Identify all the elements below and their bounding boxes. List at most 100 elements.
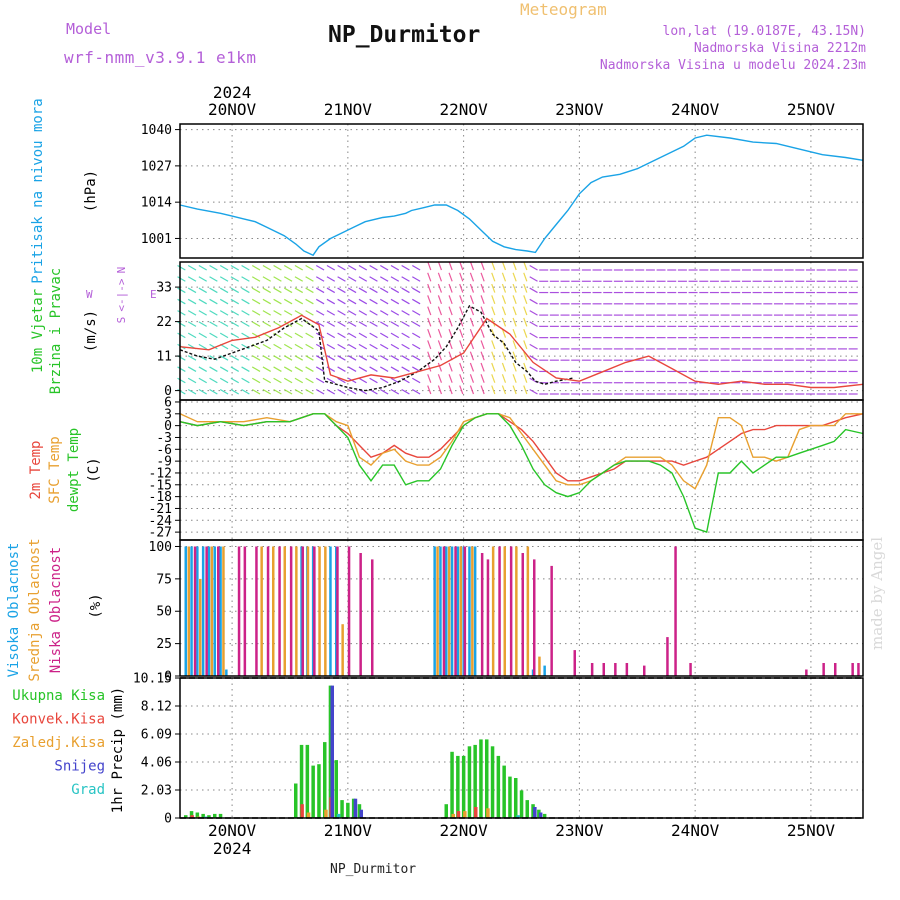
wind-vector (380, 310, 389, 316)
bar-niska-oblacnost (666, 637, 669, 676)
bar-ukupna-kisa (467, 746, 472, 818)
wind-vector (262, 276, 272, 282)
wind-vector (523, 295, 528, 305)
wind-vector (390, 343, 400, 350)
wind-vector (187, 310, 197, 316)
wind-vector (459, 317, 464, 327)
wind-vector (459, 295, 464, 305)
wind-vector (412, 321, 421, 327)
wind-vector (241, 310, 250, 316)
wind-vector (529, 264, 538, 271)
bar-srednja-oblacnost (447, 546, 451, 676)
bar-grad (516, 815, 520, 818)
wind-vector (369, 264, 378, 271)
wind-vector (412, 377, 421, 384)
wind-vector (469, 328, 475, 338)
wind-vector (347, 355, 357, 361)
wind-vector (187, 276, 197, 282)
x-tick-label-top: 20NOV (208, 100, 257, 119)
bar-ukupna-kisa (294, 783, 298, 818)
wind-vector (469, 317, 475, 327)
wind-vector (347, 321, 357, 327)
wind-vector (501, 374, 507, 383)
bar-niska-oblacnost (533, 559, 536, 676)
bar-niska-oblacnost (550, 565, 553, 676)
temp-axis-label-2m: 2m Temp (28, 440, 44, 499)
y-tick-label: 1027 (141, 159, 172, 174)
bar-visoka-oblacnost (201, 546, 205, 676)
wind-vector (501, 283, 507, 293)
y-tick-label: 0 (164, 670, 172, 685)
y-tick-label: -3 (156, 431, 172, 446)
wind-vector (412, 310, 421, 316)
bar-ukupna-kisa (502, 765, 506, 818)
bar-snijeg (353, 798, 358, 818)
y-tick-label: 75 (156, 572, 172, 587)
wind-vector (187, 321, 197, 327)
series-line-dewpt-temp (179, 413, 864, 534)
wind-vector (209, 287, 218, 294)
wind-vector (347, 264, 357, 271)
y-tick-label: 50 (156, 605, 172, 620)
y-tick-label: -9 (156, 455, 172, 470)
wind-vector (523, 317, 528, 327)
y-tick-label: -6 (156, 443, 172, 458)
bar-zaledj.kisa (486, 808, 490, 818)
wind-vector (501, 317, 507, 327)
wind-vector (529, 287, 538, 294)
wind-vector (294, 366, 304, 372)
wind-vector (480, 374, 485, 383)
compass-s: S (115, 317, 128, 324)
wind-vector (305, 355, 314, 361)
wind-vector (305, 332, 314, 339)
bar-konvek.kisa (456, 811, 461, 818)
bar-ukupna-kisa (525, 800, 529, 818)
wind-vector (283, 264, 293, 271)
wind-vector (347, 343, 357, 350)
wind-vector (219, 310, 229, 316)
wind-vector (480, 306, 485, 316)
wind-vector (380, 332, 389, 339)
bar-srednja-oblacnost (503, 546, 506, 676)
wind-vector (437, 351, 443, 361)
data-layer (179, 134, 864, 818)
wind-vector (198, 343, 207, 350)
wind-vector (262, 310, 272, 316)
wind-vector (523, 374, 528, 383)
y-tick-label: 0 (164, 419, 172, 434)
wind-vector (326, 310, 336, 316)
wind-vector (294, 310, 304, 316)
wind-vector (529, 343, 538, 350)
wind-vector (251, 332, 261, 339)
wind-vector (480, 317, 485, 327)
wind-vector (283, 321, 293, 327)
bar-srednja-oblacnost (222, 546, 225, 676)
wind-vector (380, 276, 389, 282)
bar-ukupna-kisa (479, 739, 483, 818)
wind-vector (512, 261, 517, 271)
wind-vector (347, 287, 357, 294)
bar-snijeg (330, 685, 334, 818)
bar-ukupna-kisa (519, 790, 524, 818)
wind-vector (219, 287, 229, 294)
wind-vector (326, 388, 336, 395)
wind-vector (427, 272, 432, 282)
wind-vector (501, 295, 507, 305)
wind-vector (273, 321, 282, 327)
wind-vector (427, 306, 432, 316)
series-line-2m-temp (179, 413, 864, 482)
wind-vector (390, 321, 400, 327)
wind-vector (177, 298, 186, 305)
wind-vector (412, 287, 421, 294)
y-tick-label: 4.06 (141, 756, 172, 771)
wind-vector (523, 283, 528, 293)
wind-vector (437, 272, 443, 282)
wind-vector (512, 272, 517, 282)
wind-vector (337, 276, 346, 282)
bar-niska-oblacnost (834, 663, 837, 676)
x-tick-label-top: 23NOV (555, 100, 604, 119)
wind-vector (437, 261, 443, 271)
meteogram-label: Meteogram (520, 0, 607, 19)
compass-n: N (115, 267, 128, 274)
wind-vector (390, 298, 400, 305)
